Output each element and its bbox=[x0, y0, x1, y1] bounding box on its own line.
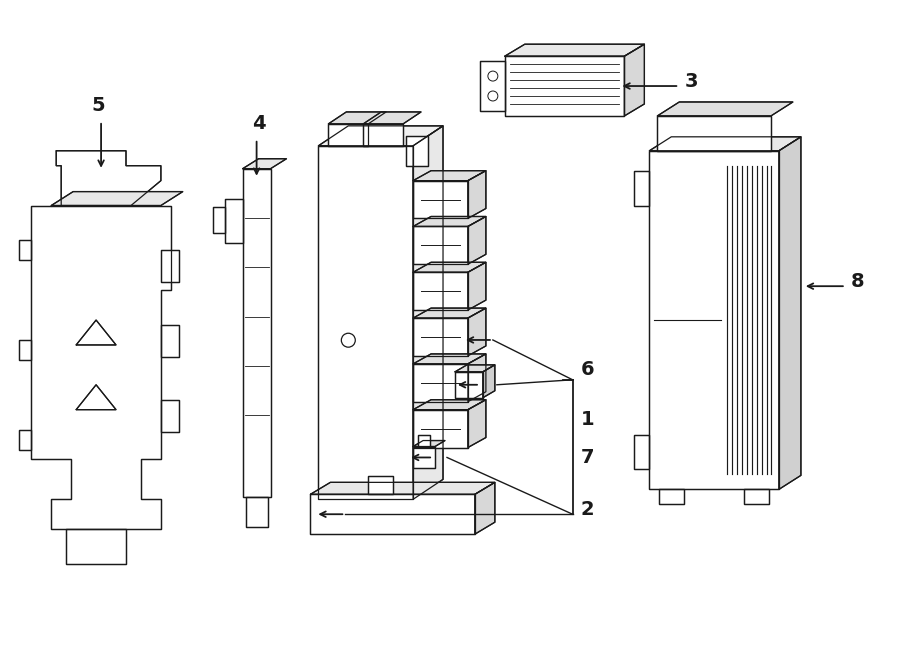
Polygon shape bbox=[328, 124, 368, 146]
Polygon shape bbox=[413, 318, 468, 356]
Polygon shape bbox=[418, 434, 430, 446]
Polygon shape bbox=[505, 56, 625, 116]
Text: 2: 2 bbox=[580, 500, 594, 519]
Polygon shape bbox=[413, 440, 445, 446]
Polygon shape bbox=[744, 489, 769, 504]
Polygon shape bbox=[56, 151, 161, 205]
Polygon shape bbox=[19, 240, 32, 260]
Text: 5: 5 bbox=[91, 97, 104, 115]
Polygon shape bbox=[625, 44, 644, 116]
Polygon shape bbox=[364, 112, 421, 124]
Polygon shape bbox=[779, 137, 801, 489]
Polygon shape bbox=[468, 308, 486, 356]
Polygon shape bbox=[246, 497, 267, 527]
Polygon shape bbox=[161, 400, 179, 432]
Polygon shape bbox=[468, 262, 486, 310]
Polygon shape bbox=[310, 495, 475, 534]
Polygon shape bbox=[328, 112, 386, 124]
Polygon shape bbox=[657, 116, 771, 151]
Polygon shape bbox=[243, 169, 271, 497]
Polygon shape bbox=[243, 159, 286, 169]
Polygon shape bbox=[19, 430, 32, 449]
Text: 4: 4 bbox=[252, 115, 266, 133]
Polygon shape bbox=[650, 151, 779, 489]
Text: 3: 3 bbox=[684, 71, 698, 91]
Polygon shape bbox=[413, 216, 486, 226]
Polygon shape bbox=[660, 489, 684, 504]
Polygon shape bbox=[225, 199, 243, 244]
Polygon shape bbox=[468, 400, 486, 448]
Text: 1: 1 bbox=[580, 410, 594, 429]
Polygon shape bbox=[368, 477, 393, 495]
Polygon shape bbox=[455, 372, 483, 398]
Polygon shape bbox=[413, 400, 486, 410]
Polygon shape bbox=[505, 44, 644, 56]
Polygon shape bbox=[413, 364, 468, 402]
Polygon shape bbox=[413, 226, 468, 264]
Polygon shape bbox=[634, 434, 650, 469]
Polygon shape bbox=[406, 136, 428, 166]
Polygon shape bbox=[468, 171, 486, 218]
Polygon shape bbox=[319, 146, 413, 499]
Polygon shape bbox=[76, 320, 116, 345]
Polygon shape bbox=[468, 216, 486, 264]
Polygon shape bbox=[475, 483, 495, 534]
Polygon shape bbox=[413, 308, 486, 318]
Polygon shape bbox=[634, 171, 650, 205]
Polygon shape bbox=[161, 250, 179, 282]
Polygon shape bbox=[413, 171, 486, 181]
Polygon shape bbox=[67, 529, 126, 564]
Text: 6: 6 bbox=[580, 360, 594, 379]
Polygon shape bbox=[413, 262, 486, 272]
Polygon shape bbox=[483, 365, 495, 398]
Polygon shape bbox=[19, 340, 32, 360]
Polygon shape bbox=[650, 137, 801, 151]
Polygon shape bbox=[657, 102, 793, 116]
Polygon shape bbox=[364, 124, 403, 146]
Polygon shape bbox=[413, 272, 468, 310]
Polygon shape bbox=[413, 446, 435, 469]
Text: 8: 8 bbox=[850, 271, 864, 291]
Polygon shape bbox=[76, 385, 116, 410]
Text: 7: 7 bbox=[580, 448, 594, 467]
Polygon shape bbox=[413, 126, 443, 499]
Polygon shape bbox=[413, 410, 468, 448]
Polygon shape bbox=[32, 205, 171, 529]
Polygon shape bbox=[413, 181, 468, 218]
Polygon shape bbox=[212, 207, 225, 234]
Polygon shape bbox=[51, 191, 183, 205]
Polygon shape bbox=[310, 483, 495, 495]
Polygon shape bbox=[455, 365, 495, 372]
Polygon shape bbox=[319, 126, 443, 146]
Polygon shape bbox=[161, 325, 179, 357]
Polygon shape bbox=[480, 61, 505, 111]
Polygon shape bbox=[413, 354, 486, 364]
Polygon shape bbox=[468, 354, 486, 402]
